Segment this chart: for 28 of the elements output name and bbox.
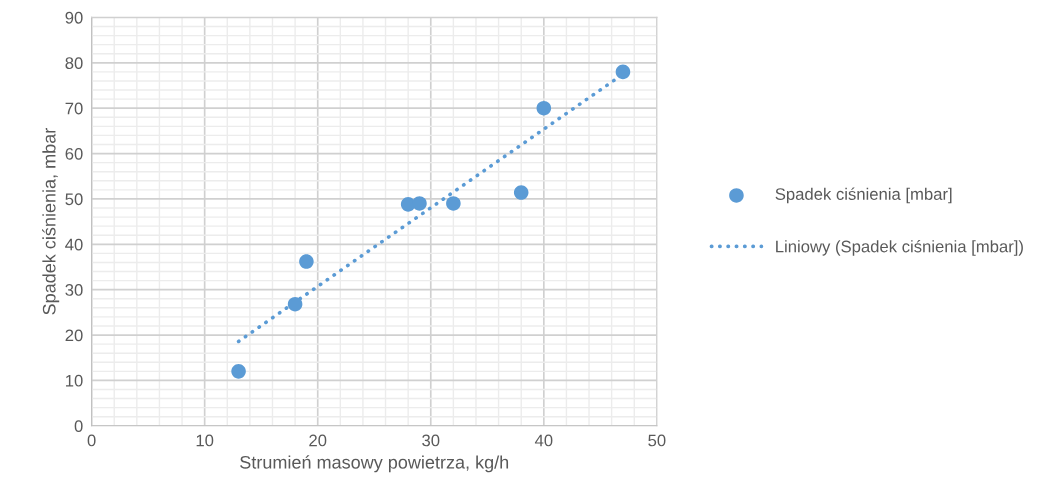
y-tick-label: 30 xyxy=(65,284,83,296)
y-tick-label: 60 xyxy=(65,147,83,160)
point xyxy=(231,364,246,379)
x-tick-label: 10 xyxy=(196,434,214,447)
y-axis-title: Spadek ciśnienia, mbar xyxy=(42,128,60,315)
y-tick-label: 80 xyxy=(65,57,83,70)
point xyxy=(615,64,631,80)
point xyxy=(513,185,529,200)
y-tick-label: 50 xyxy=(65,193,83,206)
x-tick-label: 40 xyxy=(534,434,553,447)
x-axis-title: Strumień masowy powietrza, kg/h xyxy=(240,455,509,473)
y-tick-label: 10 xyxy=(66,374,83,387)
legend-label: Spadek ciśnienia [mbar] xyxy=(775,187,952,204)
y-tick-label: 70 xyxy=(65,102,83,115)
x-tick-label: 20 xyxy=(309,434,327,447)
y-tick-label: 0 xyxy=(74,420,83,432)
legend-label: Liniowy (Spadek ciśnienia [mbar]) xyxy=(776,239,1023,256)
y-tick-label: 20 xyxy=(65,329,83,342)
point xyxy=(536,100,552,116)
point xyxy=(412,196,427,211)
y-tick-label: 90 xyxy=(65,11,83,24)
point xyxy=(446,196,461,211)
x-tick-label: 30 xyxy=(422,434,440,447)
point xyxy=(287,296,303,312)
x-tick-label: 0 xyxy=(87,434,96,447)
x-tick-label: 50 xyxy=(648,434,666,447)
y-tick-label: 40 xyxy=(65,238,83,251)
point xyxy=(299,254,314,269)
